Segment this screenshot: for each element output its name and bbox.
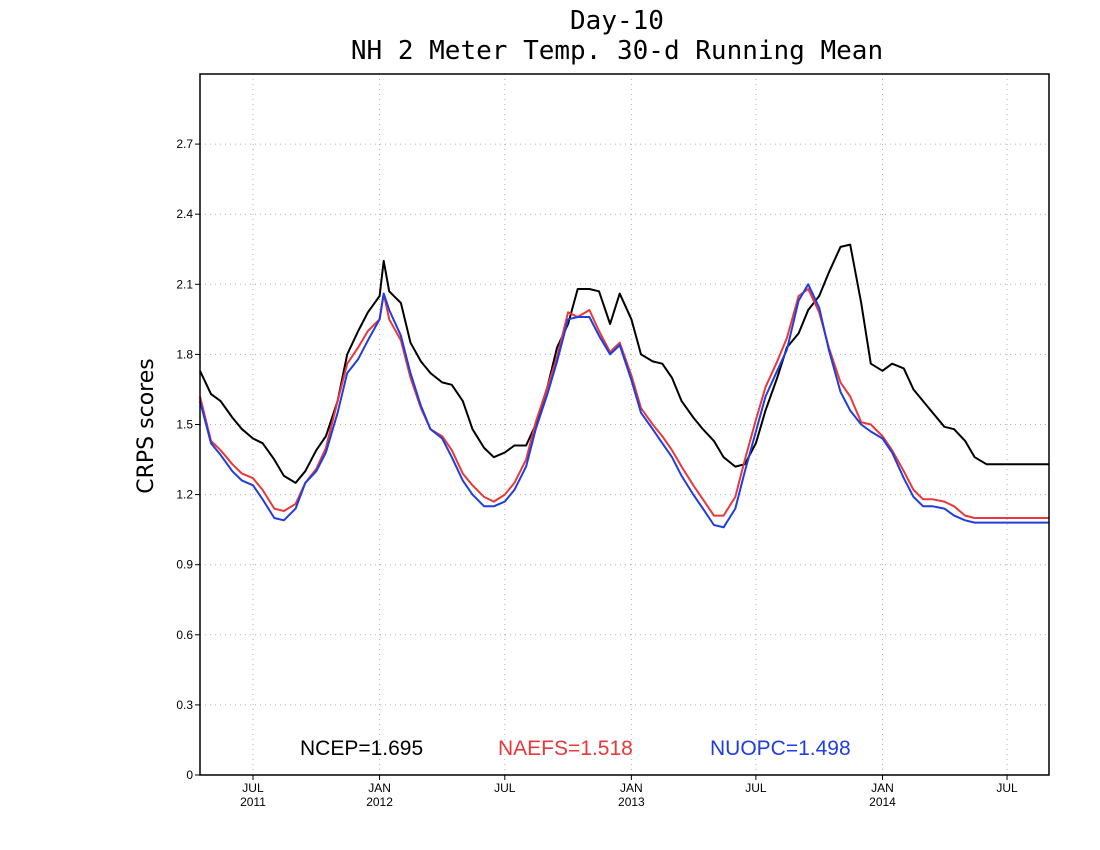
chart-subtitle: NH 2 Meter Temp. 30-d Running Mean bbox=[351, 36, 883, 66]
x-tick-year: 2011 bbox=[240, 795, 266, 809]
y-tick-label: 0.3 bbox=[176, 698, 193, 712]
y-tick-label: 2.7 bbox=[176, 137, 193, 151]
y-axis-ticks: 0 0.3 0.6 0.9 1.2 1.5 1.8 2.1 2.4 2.7 bbox=[176, 137, 200, 782]
legend-ncep: NCEP=1.695 bbox=[300, 737, 423, 760]
x-tick-month: JAN bbox=[871, 781, 894, 795]
grid-lines bbox=[200, 74, 1049, 775]
series-line-naefs bbox=[199, 288, 1049, 519]
chart-title: Day-10 bbox=[570, 6, 664, 36]
series-lines bbox=[199, 243, 1049, 529]
x-tick-year: 2013 bbox=[618, 795, 645, 809]
y-tick-label: 2.1 bbox=[176, 277, 193, 291]
plot-frame bbox=[199, 73, 1050, 776]
legend-naefs: NAEFS=1.518 bbox=[498, 737, 633, 760]
y-tick-label: 2.4 bbox=[176, 207, 193, 221]
y-tick-label: 0 bbox=[186, 768, 193, 782]
y-axis-label: CRPS scores bbox=[134, 358, 159, 493]
x-tick-month: JUL bbox=[242, 781, 264, 795]
y-tick-label: 0.6 bbox=[176, 628, 193, 642]
x-tick-month: JUL bbox=[996, 781, 1018, 795]
y-tick-label: 1.2 bbox=[176, 488, 193, 502]
y-tick-label: 0.9 bbox=[176, 558, 193, 572]
y-tick-label: 1.8 bbox=[176, 347, 193, 361]
series-line-ncep bbox=[199, 243, 1049, 484]
x-tick-year: 2012 bbox=[366, 795, 393, 809]
x-tick-month: JAN bbox=[368, 781, 391, 795]
series-line-nuopc bbox=[199, 283, 1049, 529]
x-tick-month: JUL bbox=[745, 781, 767, 795]
y-tick-label: 1.5 bbox=[176, 418, 193, 432]
x-tick-year: 2014 bbox=[869, 795, 896, 809]
x-tick-month: JUL bbox=[494, 781, 516, 795]
legend-nuopc: NUOPC=1.498 bbox=[710, 737, 851, 760]
x-tick-month: JAN bbox=[620, 781, 643, 795]
